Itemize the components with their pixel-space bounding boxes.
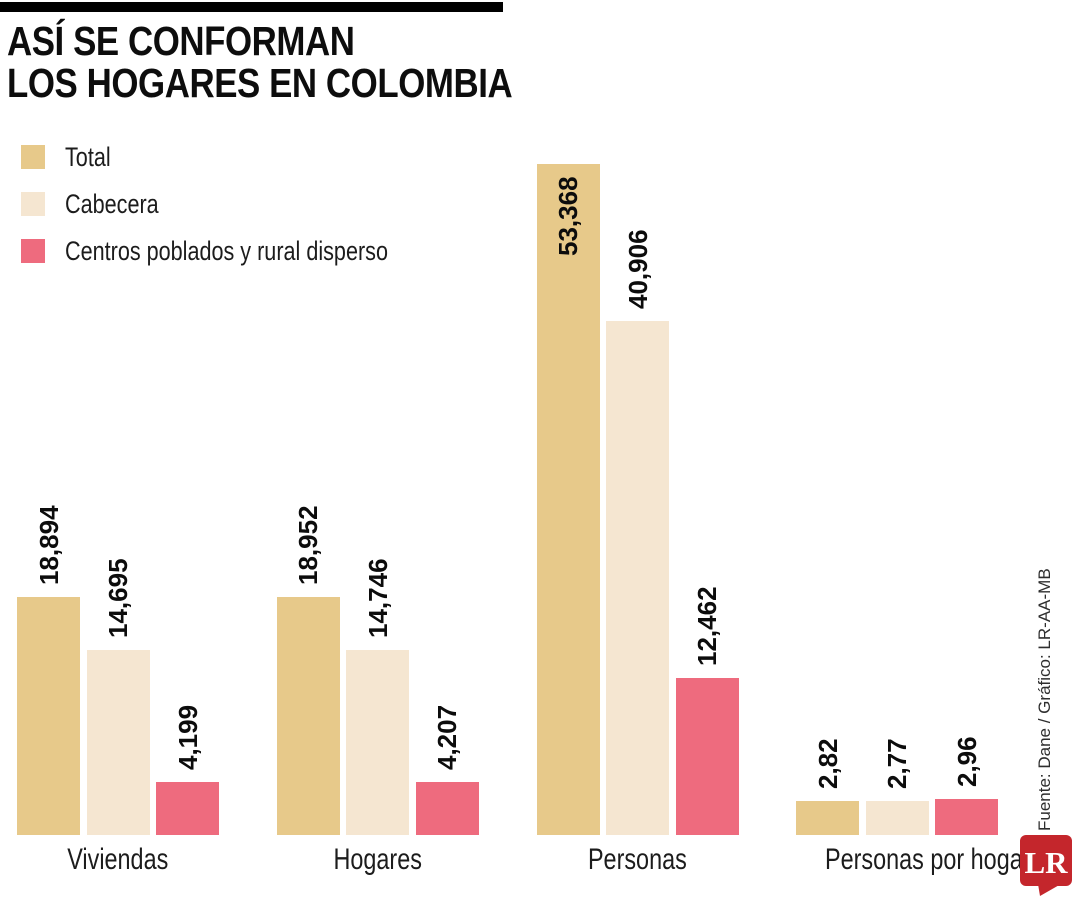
legend-item: Centros poblados y rural disperso [21, 236, 469, 266]
legend-label: Centros poblados y rural disperso [65, 235, 388, 266]
bar [156, 782, 219, 835]
page-title: ASÍ SE CONFORMAN LOS HOGARES EN COLOMBIA [7, 18, 513, 106]
legend-item: Cabecera [21, 189, 469, 219]
legend-label: Total [65, 141, 111, 172]
bar [415, 782, 479, 835]
bar-value-label: 2,82 [812, 737, 843, 789]
bar-value-label: 4,207 [432, 705, 463, 771]
page-title-line2: LOS HOGARES EN COLOMBIA [7, 60, 513, 106]
bar [606, 320, 670, 835]
category-label-text: Hogares [333, 843, 423, 876]
bar-value-label: 4,199 [172, 705, 203, 771]
bar [346, 649, 410, 835]
legend-swatch [21, 239, 45, 263]
bar [935, 798, 999, 835]
source-credit: Fuente: Dane / Gráfico: LR-AA-MB [1035, 568, 1054, 831]
bar-value-label: 18,952 [293, 505, 324, 585]
bar [865, 801, 929, 835]
category-label: Viviendas [17, 843, 219, 877]
legend-item: Total [21, 142, 469, 172]
legend: Total Cabecera Centros poblados y rural di… [21, 142, 469, 286]
lr-logo-text: LR [1024, 845, 1068, 880]
category-label: Hogares [277, 843, 479, 877]
title-accent-bar [0, 2, 503, 12]
bar-value-label: 14,695 [103, 558, 133, 639]
category-label: Personas [537, 843, 739, 877]
bar-value-label: 18,894 [33, 505, 64, 586]
bar-value-label: 53,368 [553, 176, 584, 256]
bar [796, 800, 860, 835]
category-label-text: Personas [588, 843, 688, 876]
category-label: Personas por hogar [796, 843, 1031, 877]
legend-label: Cabecera [65, 188, 159, 219]
bar-value-label: 14,746 [362, 558, 393, 638]
bar [536, 164, 600, 835]
bar-value-label: 2,77 [882, 738, 913, 790]
bar [276, 596, 340, 835]
lr-logo-bubble: LR [1020, 835, 1072, 896]
bar [86, 650, 150, 835]
legend-swatch [21, 192, 45, 216]
bar [675, 678, 739, 835]
category-label-text: Viviendas [67, 843, 169, 876]
category-label-text: Personas por hogar [825, 843, 1031, 876]
bar-value-label: 40,906 [622, 229, 653, 309]
bar [17, 597, 80, 835]
bar-value-label: 2,96 [951, 736, 982, 787]
page-title-line1: ASÍ SE CONFORMAN [7, 18, 355, 64]
legend-swatch [21, 145, 45, 169]
bar-value-label: 12,462 [692, 586, 723, 667]
lr-logo: LR [1020, 835, 1072, 897]
